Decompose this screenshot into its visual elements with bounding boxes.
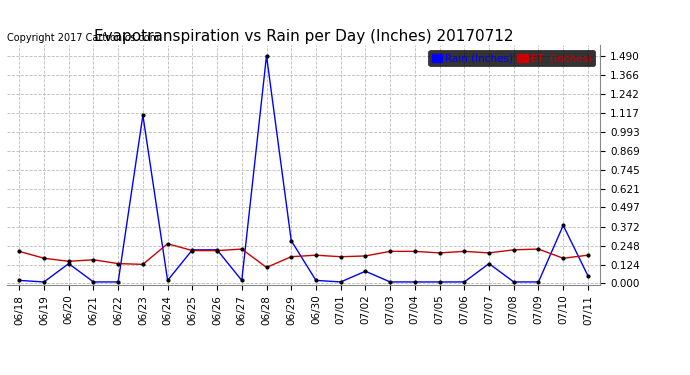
Text: Copyright 2017 Cartronics.com: Copyright 2017 Cartronics.com	[7, 33, 159, 43]
Legend: Rain (Inches), ET  (Inches): Rain (Inches), ET (Inches)	[428, 50, 595, 66]
Title: Evapotranspiration vs Rain per Day (Inches) 20170712: Evapotranspiration vs Rain per Day (Inch…	[94, 29, 513, 44]
